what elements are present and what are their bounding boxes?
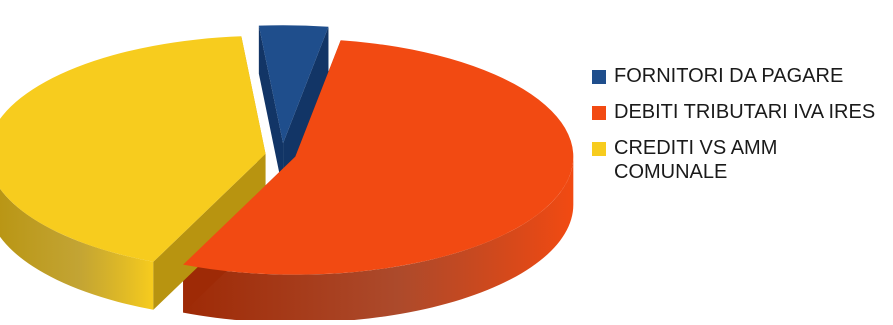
pie-slice-1 <box>183 40 574 275</box>
pie-slice-cut-0-0 <box>258 25 284 192</box>
legend-item-0: FORNITORI DA PAGARE <box>592 64 888 88</box>
legend-label-2: CREDITI VS AMM COMUNALE <box>614 137 778 183</box>
pie-slice-cut-2-0 <box>153 153 266 310</box>
pie-chart-svg <box>0 25 574 323</box>
pie-slice-cut-0-1 <box>283 26 329 192</box>
pie-chart <box>0 25 574 323</box>
legend-swatch-1 <box>592 106 606 120</box>
pie-slice-0 <box>258 25 329 144</box>
legend-swatch-2 <box>592 142 606 156</box>
legend-item-1: DEBITI TRIBUTARI IVA IRES <box>592 100 888 124</box>
pie-slice-side-1-0 <box>183 156 574 323</box>
pie-slice-side-2-0 <box>0 188 154 310</box>
pie-slice-2 <box>0 36 266 262</box>
chart-legend: FORNITORI DA PAGARE DEBITI TRIBUTARI IVA … <box>592 64 888 196</box>
legend-swatch-0 <box>592 70 606 84</box>
legend-label-0: FORNITORI DA PAGARE <box>614 65 844 87</box>
legend-item-2: CREDITI VS AMM COMUNALE <box>592 136 888 184</box>
legend-label-1: DEBITI TRIBUTARI IVA IRES <box>614 101 876 123</box>
